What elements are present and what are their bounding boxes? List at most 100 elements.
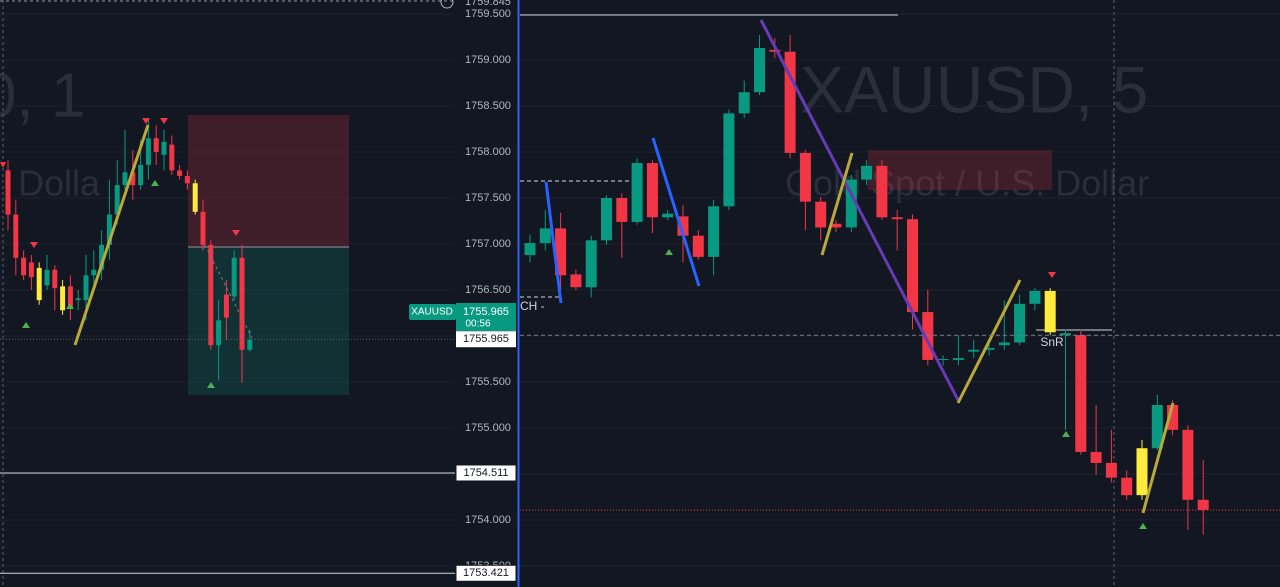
candle-body [1105, 462, 1117, 478]
candle-body [998, 342, 1010, 346]
candle-body [99, 244, 105, 270]
candle-body [28, 262, 34, 278]
level-badge [455, 564, 517, 582]
trend-line [204, 244, 253, 339]
buy-arrow [665, 249, 673, 255]
candle-body [983, 347, 995, 350]
y-tick-label: 1758.500 [465, 100, 511, 112]
supply-zone [868, 150, 1052, 190]
candle-body [1044, 290, 1056, 333]
candle-body [1151, 405, 1163, 449]
trend-line [820, 152, 854, 256]
crosshair-price: 1755.965 [463, 333, 509, 345]
candle-body [952, 358, 964, 360]
buy-arrow [1062, 431, 1070, 437]
candle-body [524, 243, 536, 256]
candle-body [153, 138, 159, 152]
candle-body [784, 51, 796, 153]
candle-body [1060, 333, 1071, 336]
candle-body [145, 138, 151, 165]
candle-body [738, 92, 750, 114]
target-zone [188, 247, 349, 395]
ch-label: CH - [520, 299, 545, 313]
candle-body [631, 163, 643, 222]
candle-body [1121, 477, 1133, 496]
candle-body [114, 185, 120, 215]
y-tick-label: 1756.500 [465, 284, 511, 296]
candle-body [44, 269, 50, 286]
candle-body [91, 269, 97, 276]
candle-body [907, 219, 918, 313]
candle-body [585, 240, 597, 288]
candle-body [1014, 303, 1026, 343]
candle-body [876, 165, 888, 218]
candle-body [52, 269, 58, 289]
y-tick-label: 1755.500 [465, 376, 511, 388]
sell-arrow [30, 242, 38, 248]
trend-line [73, 124, 150, 346]
candle-body [239, 257, 245, 350]
level-price: 1754.511 [463, 467, 508, 479]
sell-arrow [0, 162, 6, 168]
y-tick-label: 1755.000 [465, 422, 511, 434]
candle-body [1136, 448, 1148, 496]
add-button[interactable] [440, 0, 454, 9]
candle-body [177, 170, 183, 176]
candle-body [937, 359, 949, 360]
candle-body [1197, 499, 1209, 510]
candle-body [231, 257, 237, 297]
candles [5, 35, 1209, 535]
candle-body [13, 214, 19, 258]
candle-body [646, 163, 658, 218]
candle-body [754, 48, 765, 93]
candle-body [539, 228, 551, 244]
candle-body [247, 339, 253, 350]
candle-body [67, 286, 73, 309]
symbol-badge [409, 304, 456, 320]
candle-body [799, 152, 811, 202]
candle-body [75, 298, 81, 301]
top-price-label: 1759.845 [465, 0, 511, 8]
candle-body [769, 49, 781, 52]
candle-body [216, 320, 222, 346]
candle-body [861, 165, 873, 180]
signal-arrows [0, 118, 1147, 529]
y-tick-label: 1757.000 [465, 238, 511, 250]
grid [0, 13, 1280, 567]
candle-body [723, 113, 735, 207]
buy-arrow [66, 303, 74, 309]
watermark-symbol: 0, 1 [0, 61, 85, 130]
candle-body [1182, 429, 1194, 500]
overlay: 1755.965 1754.511 1753.421 [0, 331, 1280, 582]
candle-body [138, 164, 144, 186]
y-tick-label: 1757.500 [465, 192, 511, 204]
trend-line [956, 279, 1022, 404]
candle-body [1029, 290, 1041, 304]
buy-arrow [1139, 523, 1147, 529]
candle-body [1075, 335, 1087, 452]
watermark-name: Dolla [18, 163, 101, 204]
candle-body [130, 172, 136, 186]
candle-body [60, 286, 66, 311]
candle-body [106, 214, 112, 245]
y-tick-label: 1758.000 [465, 146, 511, 158]
candle-body [922, 312, 934, 360]
stop-zone [188, 115, 349, 247]
candle-body [1167, 405, 1179, 430]
candle-body [21, 257, 27, 276]
sell-arrow [232, 230, 240, 236]
symbol-label: XAUUSD [411, 307, 453, 318]
candle-body [5, 170, 11, 215]
trend-line [1141, 402, 1175, 514]
buy-arrow [207, 382, 215, 388]
candle-body [968, 349, 980, 352]
trend-line [759, 19, 960, 401]
watermark-symbol: XAUUSD, 5 [800, 52, 1148, 126]
candle-body [169, 144, 175, 171]
candle-body [1090, 451, 1102, 463]
buy-arrow [151, 180, 159, 186]
y-tick-label: 1759.500 [465, 8, 511, 20]
